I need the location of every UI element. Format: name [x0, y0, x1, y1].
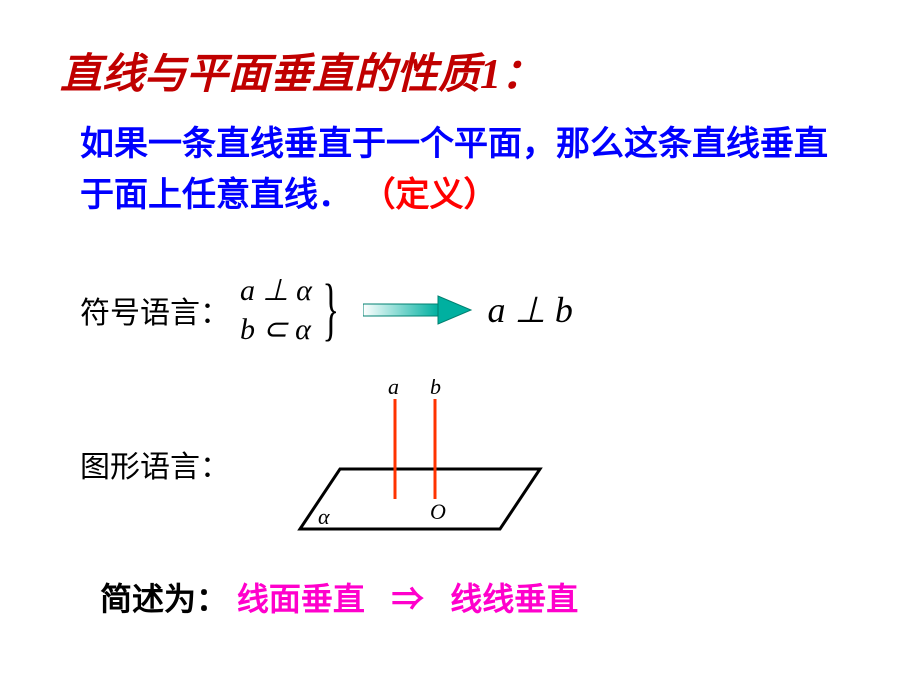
slide-content: 直线与平面垂直的性质1： 如果一条直线垂直于一个平面，那么这条直线垂直于面上任意… [0, 0, 920, 690]
right-brace: } [322, 282, 339, 338]
figure-language-row: 图形语言： a b O α [80, 379, 860, 549]
figure-label: 图形语言： [80, 442, 230, 486]
premise-bottom: b ⊂ α [240, 310, 311, 349]
symbolic-language-row: 符号语言： a ⊥ α b ⊂ α } a ⊥ b [80, 271, 860, 349]
slide-title: 直线与平面垂直的性质1： [60, 40, 860, 101]
implication-arrow-icon [363, 290, 473, 330]
label-a: a [388, 379, 399, 399]
symbolic-premise: a ⊥ α b ⊂ α } [240, 271, 348, 349]
label-b: b [430, 379, 441, 399]
summary-arrow: ⇒ [374, 581, 442, 617]
symbolic-label: 符号语言： [80, 288, 230, 332]
plane-alpha [300, 469, 540, 529]
label-alpha: α [318, 504, 330, 529]
summary-left: 线面垂直 [237, 581, 365, 617]
summary-right: 线线垂直 [450, 581, 578, 617]
symbolic-conclusion: a ⊥ b [488, 289, 573, 331]
summary-row: 简述为： 线面垂直 ⇒ 线线垂直 [100, 574, 860, 620]
premise-stack: a ⊥ α b ⊂ α [240, 271, 312, 349]
definition-text: 如果一条直线垂直于一个平面，那么这条直线垂直于面上任意直线． （定义） [80, 119, 860, 221]
summary-prefix: 简述为： [100, 581, 228, 617]
label-O: O [430, 499, 446, 524]
premise-top: a ⊥ α [240, 271, 312, 310]
definition-red: （定义） [361, 176, 497, 214]
geometry-figure: a b O α [270, 379, 570, 549]
